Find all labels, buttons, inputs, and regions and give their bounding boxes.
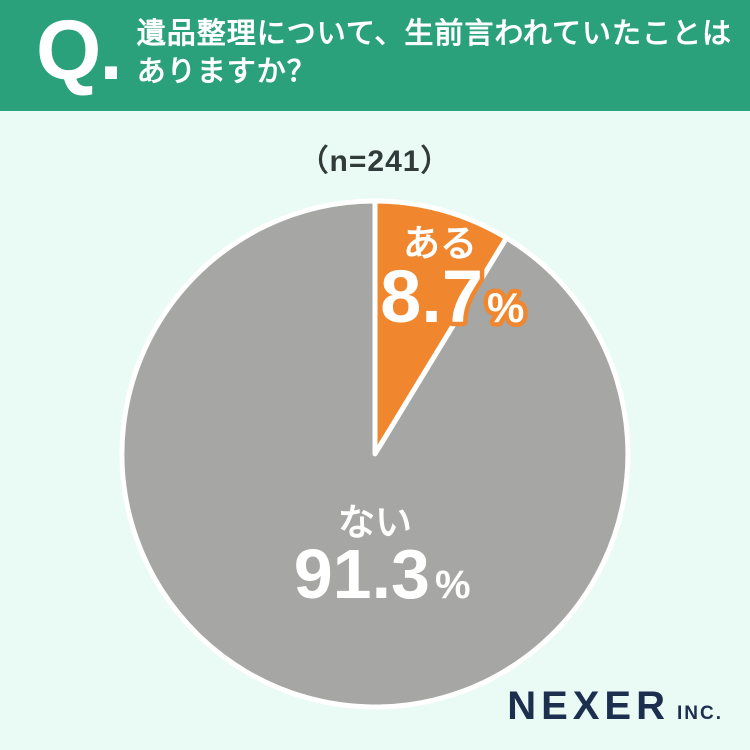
- nexer-logo-name: NEXER: [507, 684, 670, 728]
- pie-slice-nai: [119, 198, 631, 710]
- slice-aru-label: ある: [403, 223, 477, 264]
- question-line-1: 遺品整理について、生前言われていたことは: [136, 18, 733, 50]
- sample-size-label: （n=241）: [298, 145, 452, 178]
- slice-aru-value: 8.7: [380, 255, 483, 338]
- q-mark: Q.: [36, 3, 123, 97]
- nexer-logo: NEXER INC.: [507, 684, 723, 729]
- nexer-logo-suffix: INC.: [677, 703, 723, 724]
- question-text: 遺品整理について、生前言われていたことは ありますか？: [137, 15, 732, 91]
- slice-nai-percent-sign: %: [435, 563, 471, 607]
- slice-nai-label: ない: [338, 502, 412, 543]
- question-header: Q. 遺品整理について、生前言われていたことは ありますか？: [0, 0, 750, 111]
- slice-aru-percent-sign: %: [487, 284, 524, 331]
- slice-nai-value: 91.3: [294, 535, 430, 613]
- pie-slice-aru: [372, 198, 509, 457]
- question-line-2: ありますか？: [136, 56, 317, 88]
